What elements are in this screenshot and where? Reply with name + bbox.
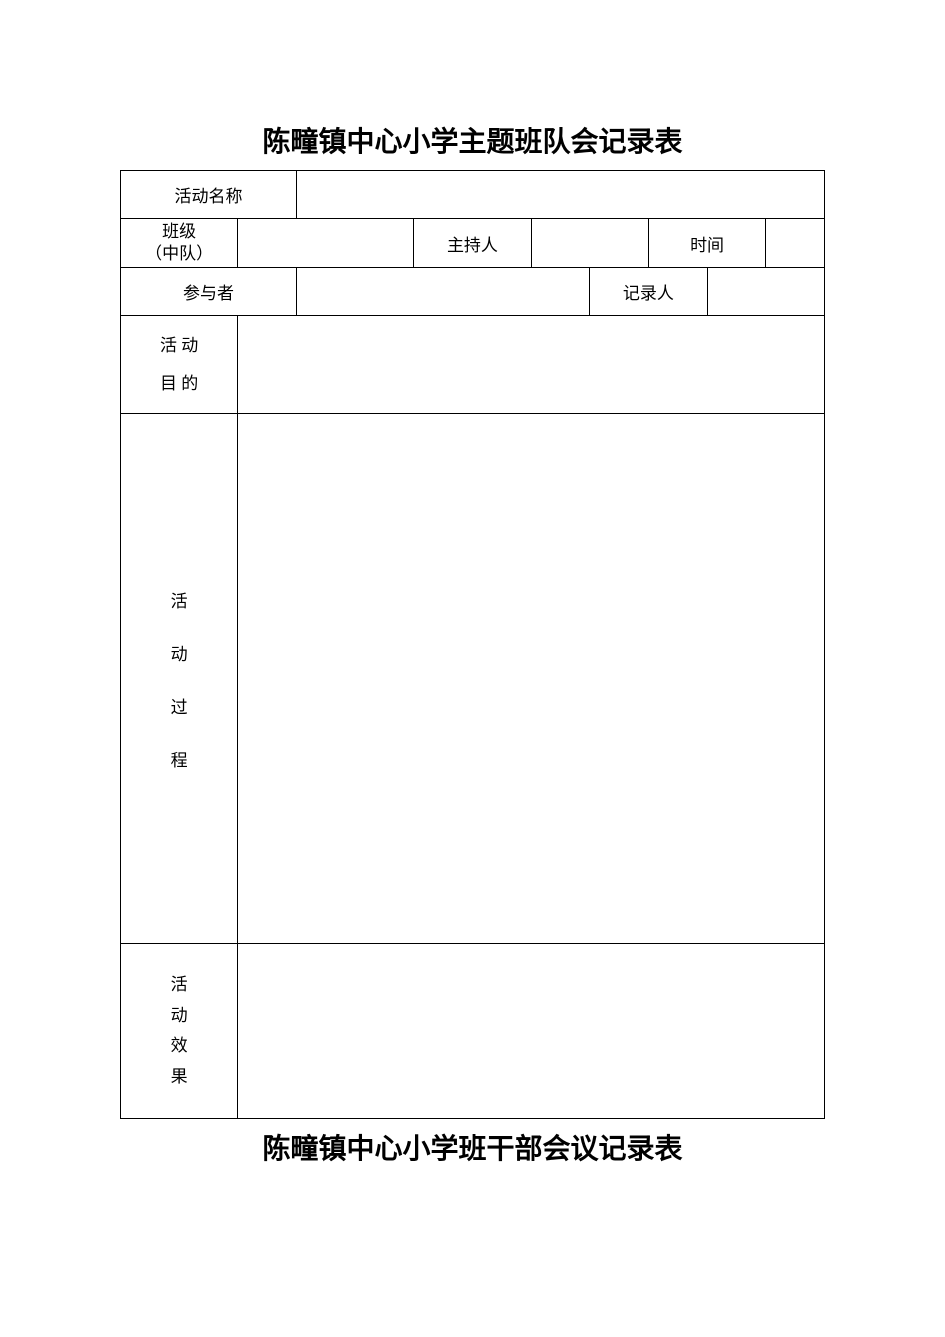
label-activity-effect: 活 动 效 果: [121, 944, 238, 1119]
value-activity-name[interactable]: [296, 171, 824, 219]
label-activity-purpose: 活 动 目 的: [121, 316, 238, 414]
label-effect-char3: 效: [123, 1031, 235, 1062]
label-recorder: 记录人: [590, 268, 707, 316]
value-activity-effect[interactable]: [238, 944, 825, 1119]
label-class-line1: 班级: [123, 221, 235, 243]
page-title-bottom: 陈疃镇中心小学班干部会议记录表: [120, 1127, 825, 1167]
record-form-table: 活动名称 班级 （中队） 主持人 时间 参与者 记录人 活 动 目: [120, 170, 825, 1119]
table-row: 活 动 目 的: [121, 316, 825, 414]
label-activity-process: 活 动 过 程: [121, 414, 238, 944]
label-class-line2: （中队）: [123, 243, 235, 265]
value-host[interactable]: [531, 219, 648, 268]
label-purpose-line2: 目 的: [123, 365, 235, 402]
label-process-char1: 活: [123, 587, 235, 612]
label-host: 主持人: [414, 219, 531, 268]
table-row: 参与者 记录人: [121, 268, 825, 316]
label-class-squad: 班级 （中队）: [121, 219, 238, 268]
value-participants[interactable]: [296, 268, 589, 316]
label-effect-char1: 活: [123, 970, 235, 1001]
label-participants: 参与者: [121, 268, 297, 316]
table-row: 活 动 效 果: [121, 944, 825, 1119]
label-effect-char4: 果: [123, 1062, 235, 1093]
value-recorder[interactable]: [707, 268, 824, 316]
table-row: 班级 （中队） 主持人 时间: [121, 219, 825, 268]
label-process-char4: 程: [123, 746, 235, 771]
value-activity-purpose[interactable]: [238, 316, 825, 414]
value-time[interactable]: [766, 219, 825, 268]
table-row: 活 动 过 程: [121, 414, 825, 944]
label-process-char3: 过: [123, 693, 235, 718]
value-class-squad[interactable]: [238, 219, 414, 268]
label-process-char2: 动: [123, 640, 235, 665]
page-title-top: 陈疃镇中心小学主题班队会记录表: [120, 120, 825, 160]
label-effect-char2: 动: [123, 1001, 235, 1032]
label-time: 时间: [648, 219, 765, 268]
table-row: 活动名称: [121, 171, 825, 219]
value-activity-process[interactable]: [238, 414, 825, 944]
document-page: 陈疃镇中心小学主题班队会记录表 活动名称 班级 （中队） 主持人 时间: [0, 0, 945, 1167]
label-activity-name: 活动名称: [121, 171, 297, 219]
label-purpose-line1: 活 动: [123, 327, 235, 364]
